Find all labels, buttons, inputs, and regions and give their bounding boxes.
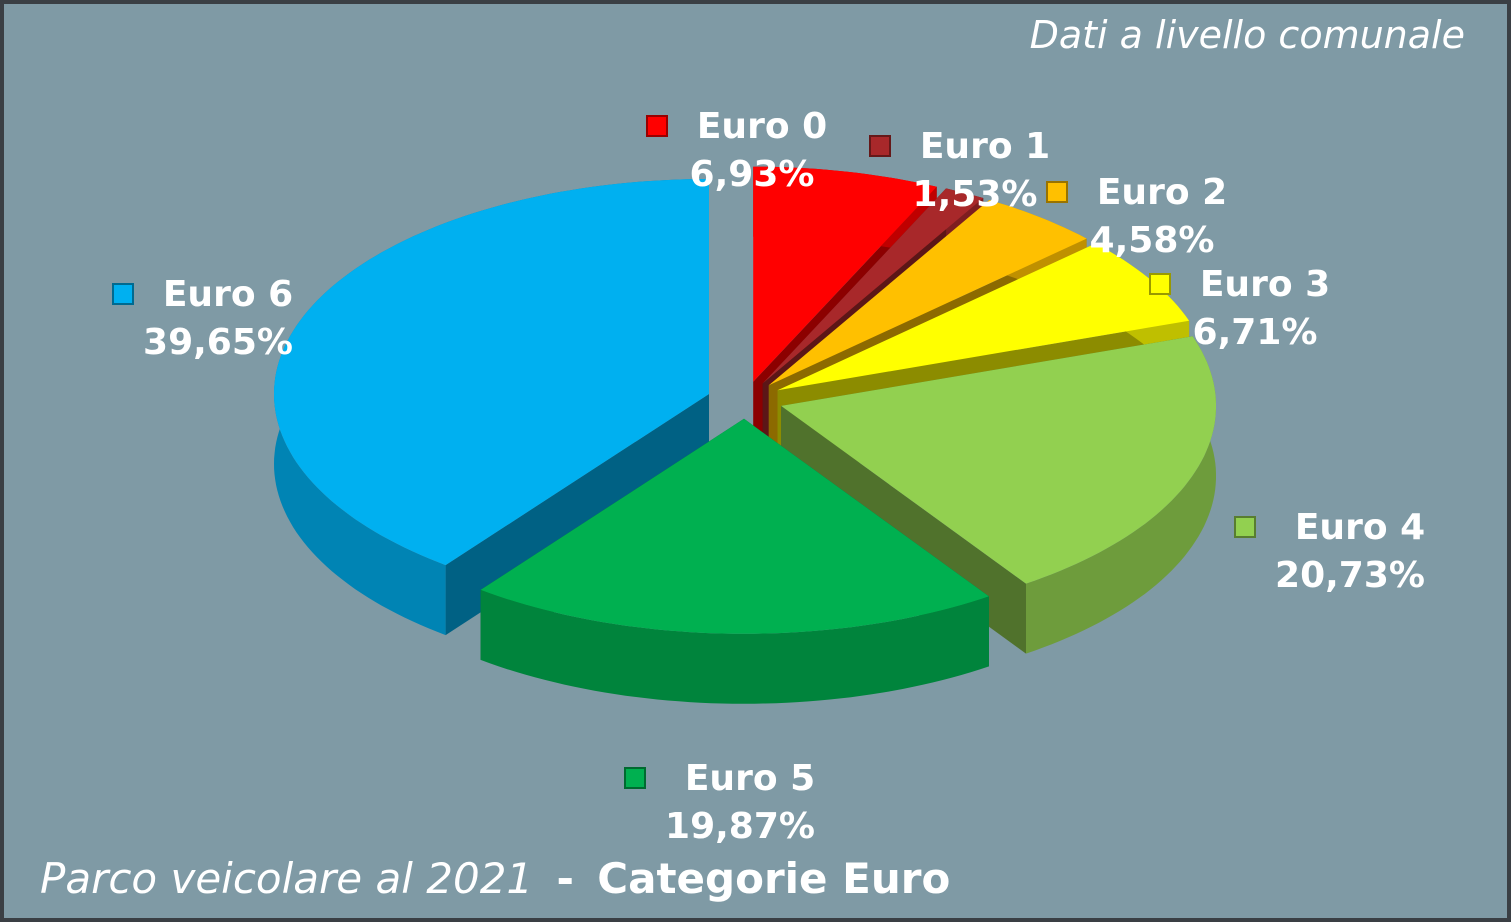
- legend-marker: [1234, 516, 1256, 538]
- title-part: -: [557, 854, 574, 903]
- legend-marker: [646, 115, 668, 137]
- category-label: Euro 0: [697, 106, 827, 147]
- legend-marker: [112, 283, 134, 305]
- value-label: 4,58%: [1090, 220, 1215, 261]
- pie-slice: [777, 243, 1190, 391]
- legend-marker: [869, 135, 891, 157]
- value-label: 20,73%: [1275, 555, 1425, 596]
- category-label: Euro 5: [685, 758, 815, 799]
- slice-wall: [480, 589, 989, 704]
- pie-slice: [480, 418, 989, 634]
- value-label: 39,65%: [143, 322, 293, 363]
- legend-marker: [1149, 273, 1171, 295]
- value-label: 6,71%: [1193, 312, 1318, 353]
- category-label: Euro 6: [163, 274, 293, 315]
- category-label: Euro 3: [1200, 264, 1330, 305]
- pie-slice: [753, 166, 937, 382]
- annotation: Dati a livello comunale: [1030, 13, 1465, 57]
- labels: Euro 0 6,93% Euro 1 1,53% Euro 2 4,58%Euro 3 6…: [112, 106, 1425, 847]
- pie-slice: [274, 179, 709, 566]
- pie: [274, 166, 1216, 704]
- slice-wall: [1026, 336, 1216, 654]
- pie-slice: [762, 188, 984, 384]
- legend-marker: [1046, 181, 1068, 203]
- legend-marker: [624, 767, 646, 789]
- category-label: Euro 4: [1295, 507, 1425, 548]
- value-label: 6,93%: [690, 154, 815, 195]
- value-label: 1,53%: [913, 174, 1038, 215]
- title-part: Categorie Euro: [597, 854, 950, 903]
- pie-slice: [781, 336, 1216, 584]
- pie-slice: [768, 200, 1087, 386]
- value-label: 19,87%: [665, 806, 815, 847]
- category-label: Euro 1: [920, 126, 1050, 167]
- title-part: Parco veicolare al 2021: [40, 854, 533, 903]
- chart-title: Parco veicolare al 2021 - Categorie Euro: [40, 854, 950, 903]
- category-label: Euro 2: [1097, 172, 1227, 213]
